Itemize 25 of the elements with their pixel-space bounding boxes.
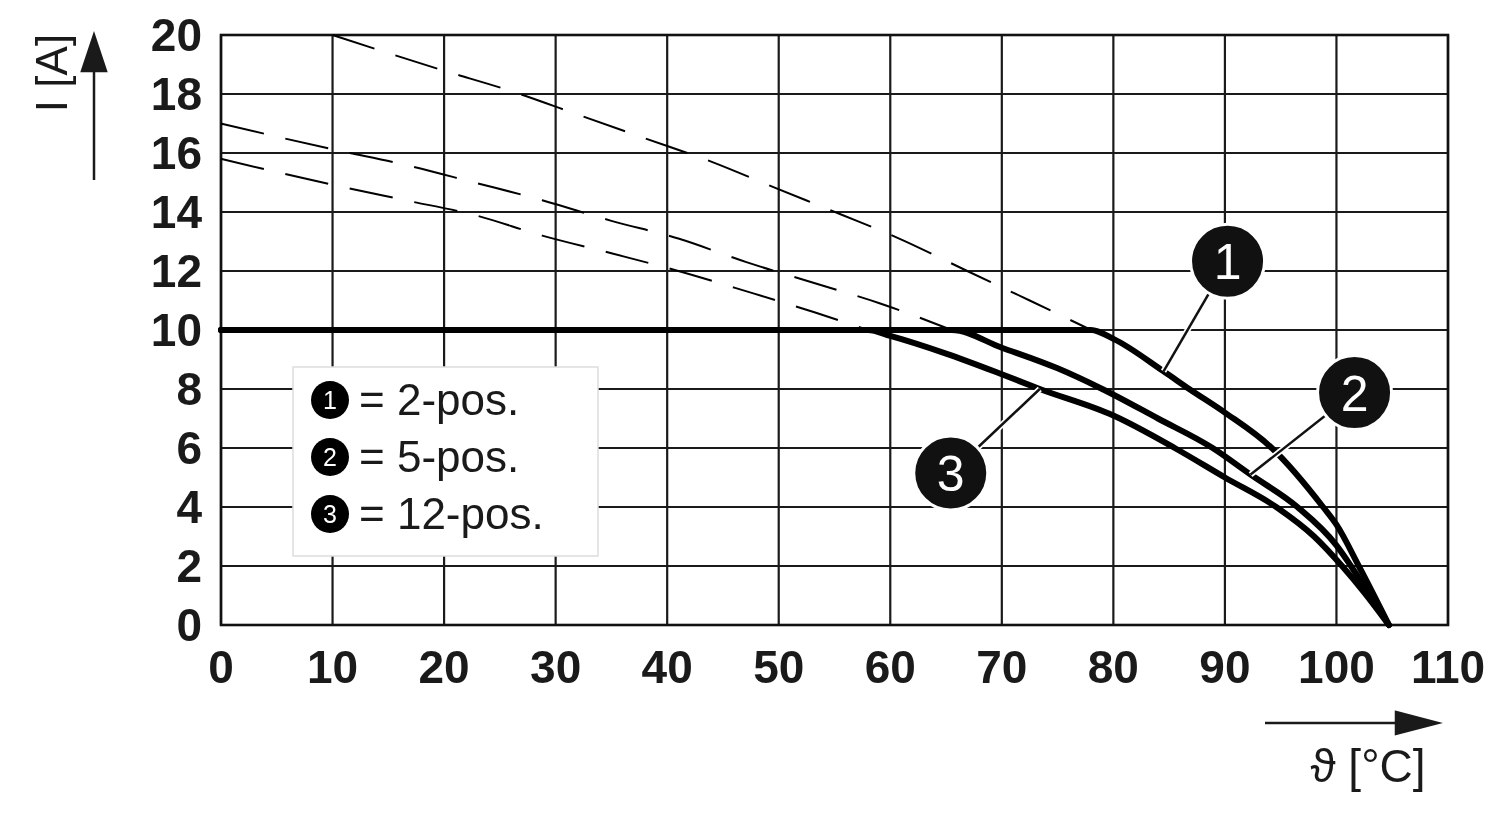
y-tick-label: 8	[176, 363, 202, 415]
y-tick-label: 12	[150, 245, 202, 297]
y-tick-label: 20	[150, 9, 202, 61]
y-tick-label: 4	[176, 481, 203, 533]
x-tick-label: 30	[530, 641, 582, 693]
x-axis-title: ϑ [°C]	[1310, 740, 1426, 792]
y-tick-label: 18	[150, 68, 202, 120]
x-tick-label: 100	[1298, 641, 1375, 693]
y-tick-label: 16	[150, 127, 202, 179]
annotation: 1	[1213, 234, 1242, 291]
x-tick-label: 80	[1087, 641, 1139, 693]
x-tick-label: 90	[1199, 641, 1251, 693]
x-tick-label: 110	[1410, 641, 1486, 693]
y-tick-label: 0	[176, 599, 202, 651]
y-tick-label: 10	[150, 304, 202, 356]
y-tick-label: 6	[176, 422, 202, 474]
x-tick-label: 70	[976, 641, 1028, 693]
y-axis-title: I [A]	[27, 33, 76, 113]
y-tick-label: 2	[176, 540, 202, 592]
x-tick-label: 50	[753, 641, 805, 693]
x-tick-label: 60	[864, 641, 916, 693]
x-tick-label: 40	[641, 641, 693, 693]
y-tick-label: 14	[150, 186, 203, 238]
x-tick-label: 20	[418, 641, 470, 693]
x-tick-label: 10	[306, 641, 359, 693]
